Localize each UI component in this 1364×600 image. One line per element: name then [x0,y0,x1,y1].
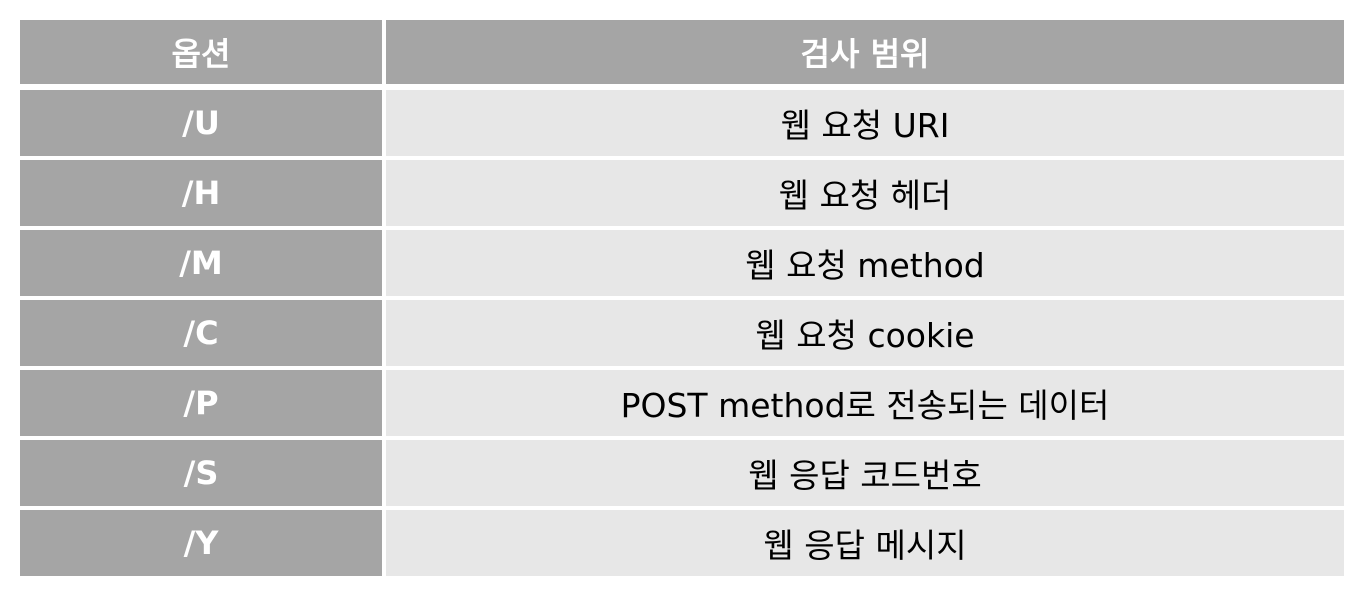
table-header-row: 옵션 검사 범위 [20,20,1344,84]
table-row: /S 웹 응답 코드번호 [20,440,1344,506]
table-row: /P POST method로 전송되는 데이터 [20,370,1344,436]
scope-cell: 웹 응답 코드번호 [386,440,1344,506]
option-cell: /S [20,440,382,506]
option-cell: /Y [20,510,382,576]
table-row: /Y 웹 응답 메시지 [20,510,1344,576]
table-row: /H 웹 요청 헤더 [20,160,1344,226]
scope-cell: 웹 요청 헤더 [386,160,1344,226]
table-row: /M 웹 요청 method [20,230,1344,296]
scope-cell: 웹 응답 메시지 [386,510,1344,576]
option-cell: /U [20,90,382,156]
option-cell: /M [20,230,382,296]
table-row: /U 웹 요청 URI [20,90,1344,156]
scope-cell: 웹 요청 URI [386,90,1344,156]
scope-cell: POST method로 전송되는 데이터 [386,370,1344,436]
option-cell: /C [20,300,382,366]
header-option: 옵션 [20,20,382,84]
scope-cell: 웹 요청 cookie [386,300,1344,366]
options-table: 옵션 검사 범위 /U 웹 요청 URI /H 웹 요청 헤더 /M 웹 요청 … [20,20,1344,580]
scope-cell: 웹 요청 method [386,230,1344,296]
header-scope: 검사 범위 [386,20,1344,84]
table-row: /C 웹 요청 cookie [20,300,1344,366]
option-cell: /H [20,160,382,226]
option-cell: /P [20,370,382,436]
